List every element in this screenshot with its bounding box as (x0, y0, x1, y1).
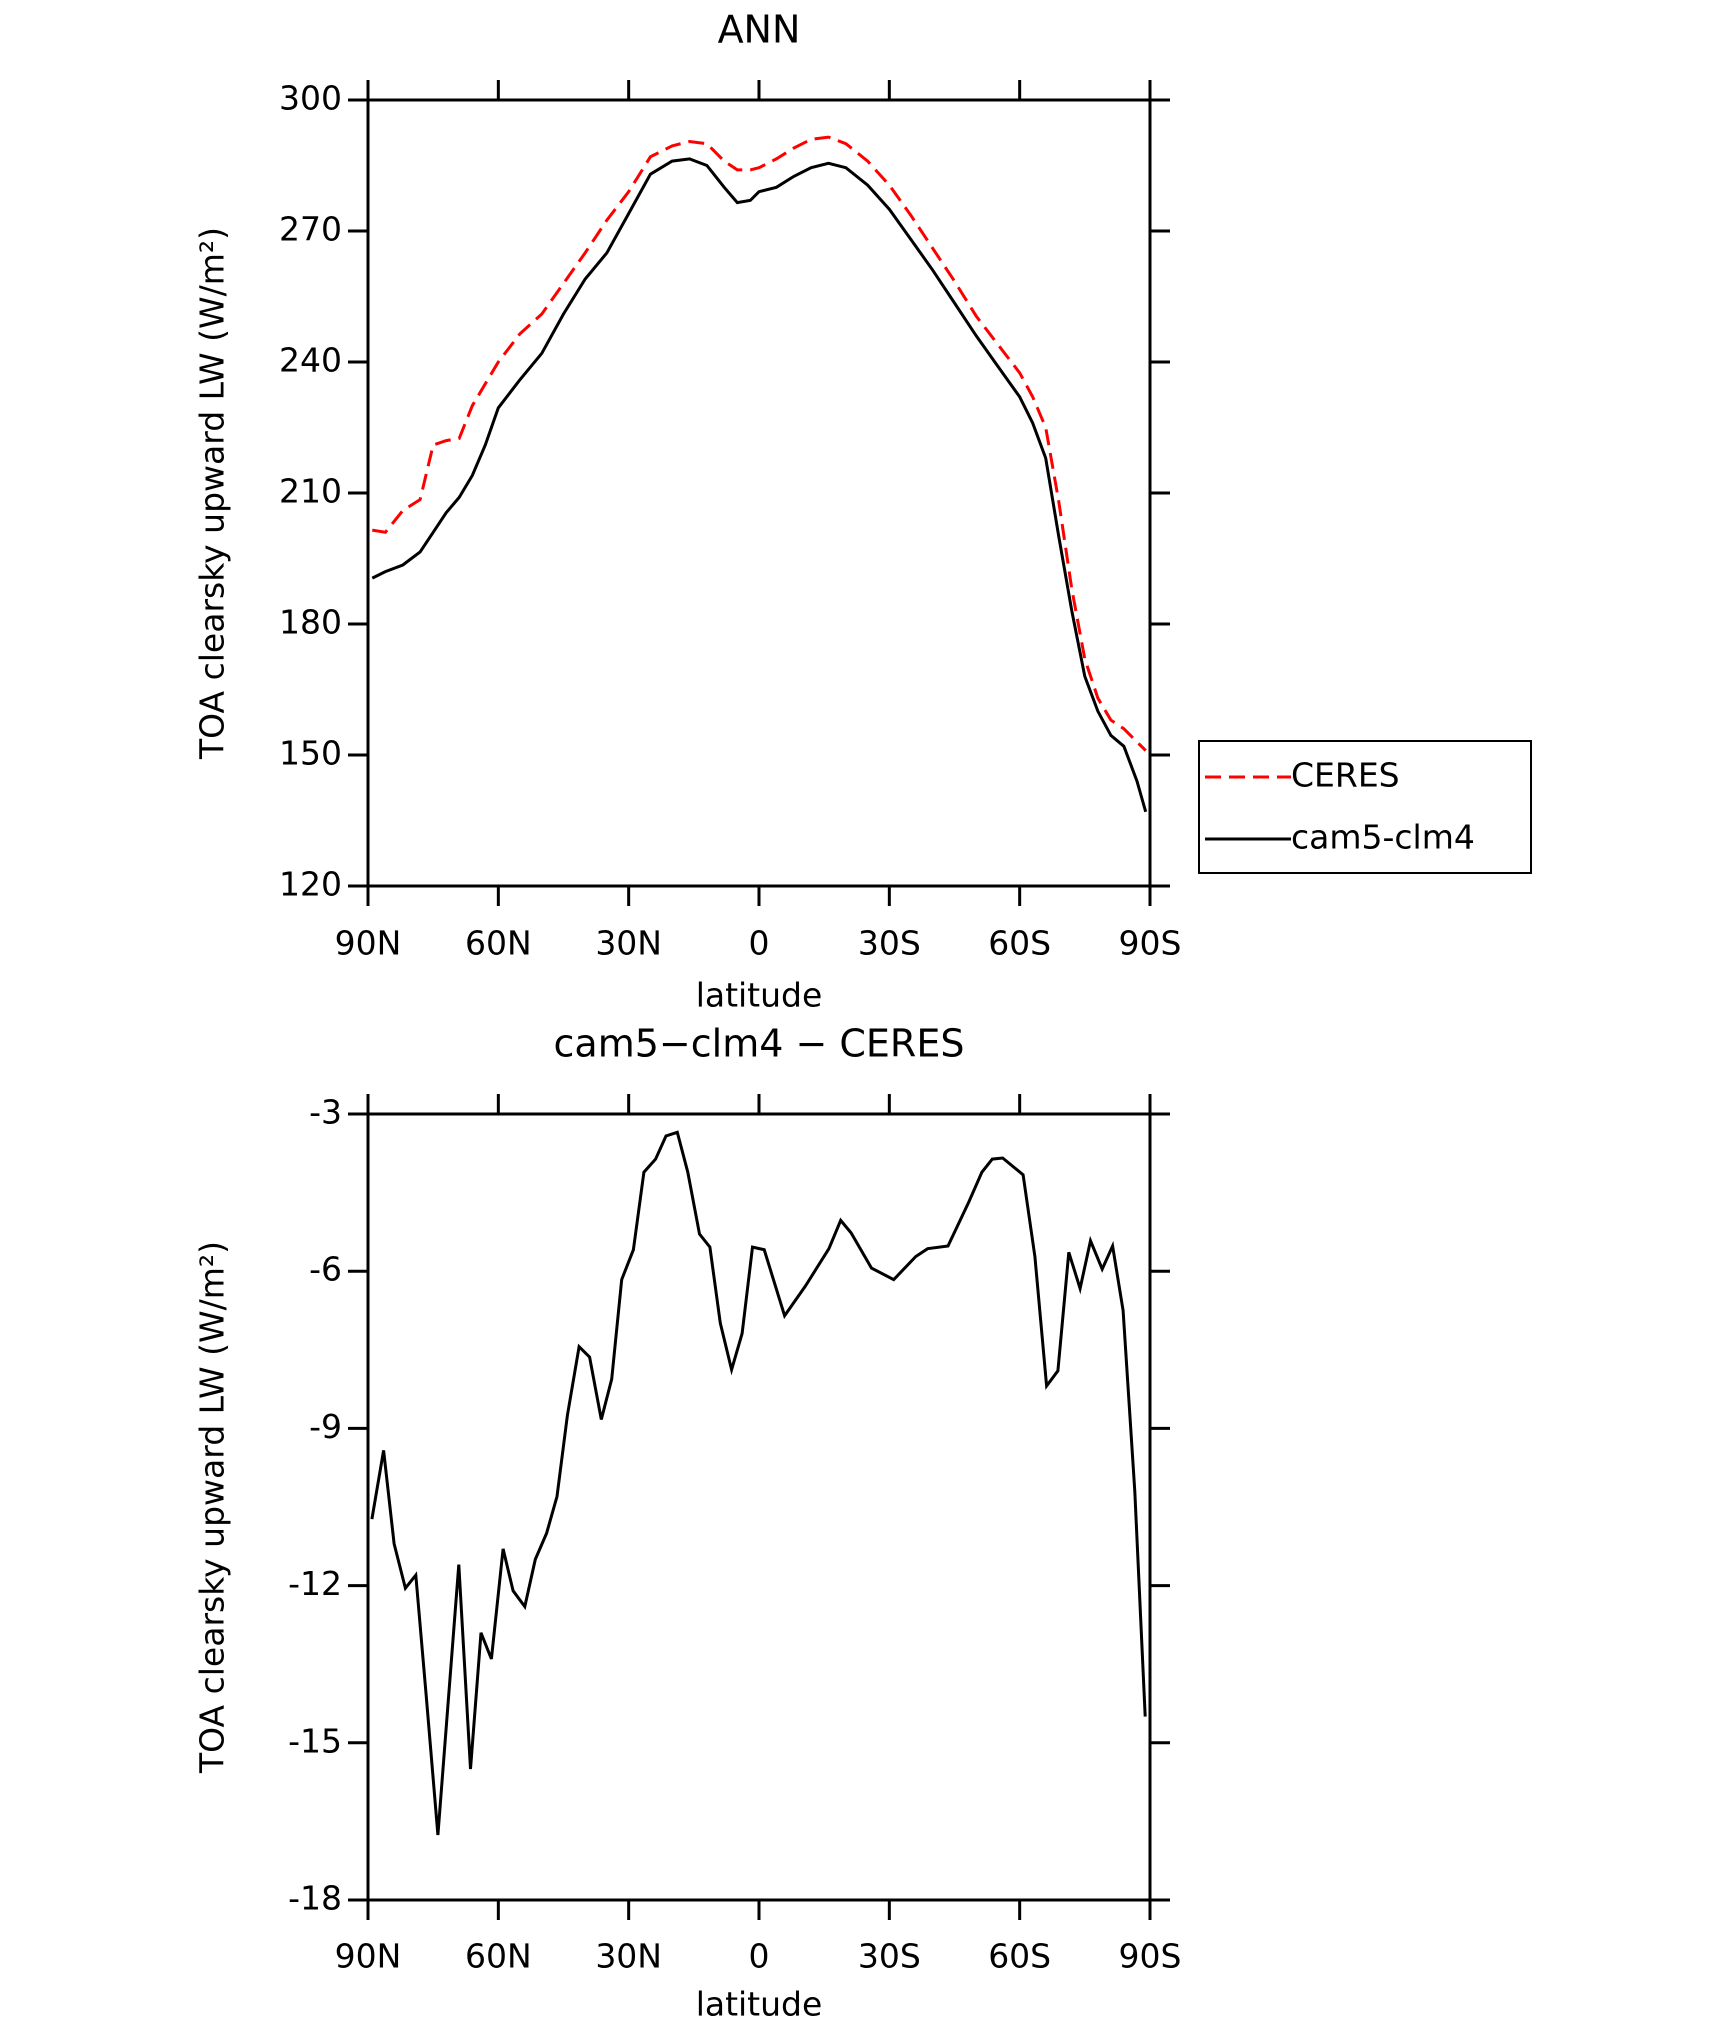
y-tick-label: -12 (288, 1564, 342, 1603)
y-axis-label: TOA clearsky upward LW (W/m²) (193, 227, 232, 760)
y-tick-label: -15 (288, 1721, 342, 1760)
y-tick-label: 150 (279, 734, 342, 773)
y-axis-label: TOA clearsky upward LW (W/m²) (193, 1241, 232, 1774)
y-tick-label: 270 (279, 210, 342, 249)
x-axis-label: latitude (696, 1985, 823, 2021)
y-tick-label: 210 (279, 472, 342, 511)
legend-label: cam5-clm4 (1291, 818, 1475, 857)
y-tick-label: 240 (279, 341, 342, 380)
x-axis-label: latitude (696, 976, 823, 1015)
y-tick-label: -3 (309, 1093, 342, 1132)
x-tick-label: 60N (465, 1937, 532, 1976)
y-tick-label: 300 (279, 79, 342, 118)
y-tick-label: -6 (309, 1250, 342, 1289)
x-tick-label: 90S (1119, 1937, 1182, 1976)
y-tick-label: 180 (279, 603, 342, 642)
legend-label: CERES (1291, 756, 1400, 795)
y-tick-label: -9 (309, 1407, 342, 1446)
x-tick-label: 0 (749, 924, 770, 963)
x-tick-label: 90N (335, 1937, 402, 1976)
x-tick-label: 60S (988, 1937, 1051, 1976)
x-tick-label: 30S (858, 924, 921, 963)
y-tick-label: -18 (288, 1879, 342, 1918)
x-tick-label: 30S (858, 1937, 921, 1976)
legend-box (1198, 740, 1532, 874)
data-line (372, 135, 1147, 752)
x-tick-label: 90N (335, 924, 402, 963)
data-line (371, 157, 1148, 813)
x-tick-label: 90S (1119, 924, 1182, 963)
chart-title: cam5−clm4 − CERES (554, 1022, 965, 1066)
x-tick-label: 60N (465, 924, 532, 963)
data-line (370, 1130, 1147, 1836)
x-tick-label: 30N (595, 924, 662, 963)
x-tick-label: 0 (749, 1937, 770, 1976)
plot-frame (366, 98, 1152, 888)
x-tick-label: 60S (988, 924, 1051, 963)
x-tick-label: 30N (595, 1937, 662, 1976)
y-tick-label: 120 (279, 865, 342, 904)
chart-title: ANN (718, 8, 801, 52)
